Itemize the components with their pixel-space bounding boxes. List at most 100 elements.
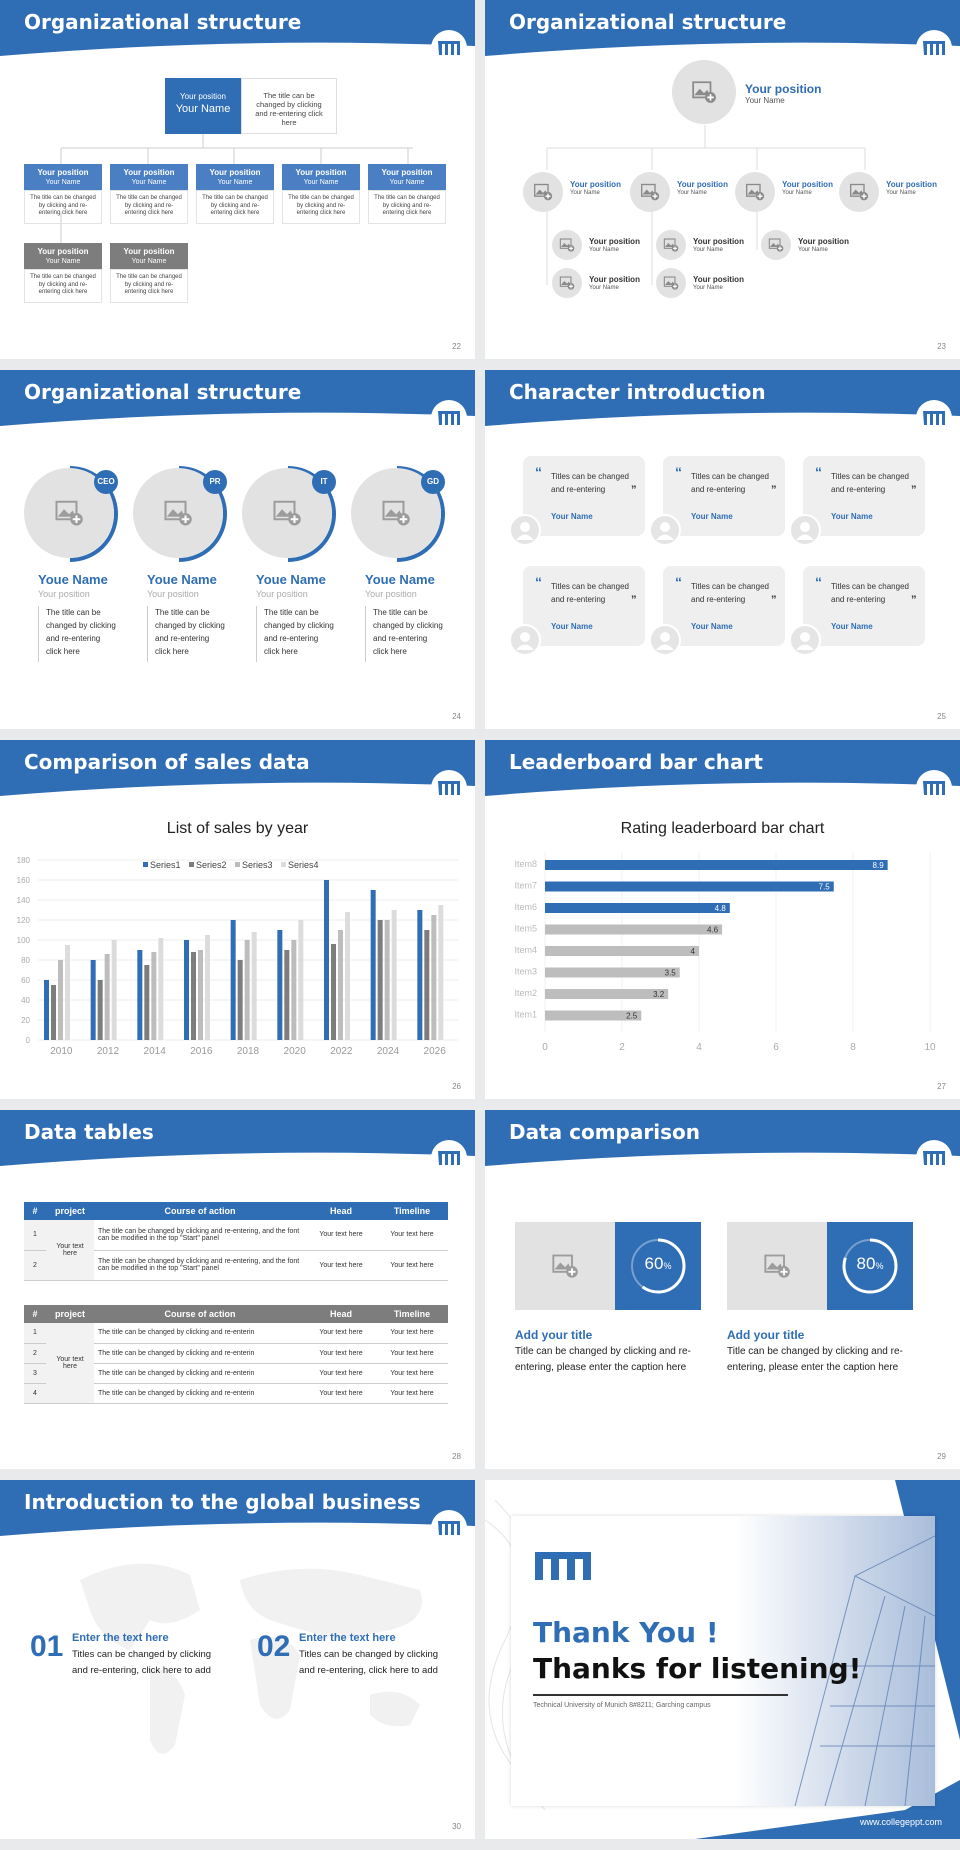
org-position-box[interactable]: Your position Your Name: [110, 164, 188, 190]
legend-label: Series4: [288, 860, 319, 870]
avatar[interactable]: [523, 172, 563, 212]
slide-title: Character introduction: [509, 380, 766, 404]
name-text: Your Name: [175, 103, 231, 115]
quote-card[interactable]: [663, 456, 785, 536]
slide-31[interactable]: Thank You ! Thanks for listening! Techni…: [485, 1480, 960, 1839]
quote-close-icon: ”: [911, 484, 917, 496]
quote-open-icon: “: [815, 464, 822, 480]
column-header[interactable]: #: [24, 1305, 46, 1323]
slide-title: Data comparison: [509, 1120, 700, 1144]
org-position-box[interactable]: Your position Your Name: [368, 164, 446, 190]
org-connector-lines: [60, 134, 413, 244]
org-position-box[interactable]: Your position Your Name: [24, 243, 102, 269]
slide-29[interactable]: Data comparison 60% Add your title Title c…: [485, 1110, 960, 1469]
quote-card[interactable]: [523, 566, 645, 646]
column-header[interactable]: Head: [306, 1305, 376, 1323]
user-avatar-icon: [789, 624, 821, 656]
column-header[interactable]: Course of action: [94, 1305, 306, 1323]
slide-25[interactable]: Character introduction “ Titles can be ch…: [485, 370, 960, 729]
slide-28[interactable]: Data tables # project Course of action Head…: [0, 1110, 475, 1469]
leaderboard-bar-chart: 0 2 4 6 8 10 Item8 8.9 Item7 7.5 Item6 4.8 Item5 4.6 I…: [514, 852, 936, 1053]
table-row[interactable]: 3 The title can be changed by clicking an…: [24, 1363, 448, 1384]
table-row[interactable]: 1 Your text here The title can be changed …: [24, 1220, 448, 1281]
bar: [324, 880, 329, 1040]
slide-22[interactable]: Organizational structure Your position Y…: [0, 0, 475, 359]
column-header[interactable]: Timeline: [376, 1202, 448, 1220]
percent-panel: 80%: [827, 1222, 913, 1310]
name-text: Your Name: [677, 190, 707, 196]
avatar[interactable]: [735, 172, 775, 212]
head-cell: Your text here: [306, 1220, 376, 1251]
image-placeholder[interactable]: [727, 1222, 827, 1310]
avatar[interactable]: [672, 60, 736, 124]
table-row[interactable]: 2 The title can be changed by clicking an…: [24, 1343, 448, 1364]
quote-card[interactable]: [663, 566, 785, 646]
column-header[interactable]: #: [24, 1202, 46, 1220]
avatar[interactable]: [552, 230, 582, 260]
legend-label: Series3: [242, 860, 273, 870]
image-placeholder-icon: [164, 500, 192, 526]
table-row[interactable]: 4 The title can be changed by clicking an…: [24, 1383, 448, 1404]
bar: [438, 905, 444, 1040]
quote-text: Titles can be changed and re-entering: [831, 472, 909, 494]
org-position-box[interactable]: Your position Your Name: [282, 164, 360, 190]
y-tick-label: Item4: [514, 945, 537, 955]
table-row[interactable]: 1 Your text here The title can be changed …: [24, 1323, 448, 1404]
image-placeholder-icon: [663, 276, 679, 290]
column-header[interactable]: project: [46, 1305, 94, 1323]
bar: [298, 920, 304, 1040]
quote-close-icon: ”: [771, 594, 777, 606]
quote-card[interactable]: [803, 566, 925, 646]
x-tick-label: 2018: [237, 1046, 260, 1057]
avatar[interactable]: [630, 172, 670, 212]
quote-card[interactable]: [523, 456, 645, 536]
timeline-cell: Your text here: [376, 1220, 448, 1251]
slide-title: Leaderboard bar chart: [509, 750, 763, 774]
slide-27[interactable]: Leaderboard bar chart Rating leaderboard…: [485, 740, 960, 1099]
org-position-box[interactable]: Your position Your Name: [24, 164, 102, 190]
column-header[interactable]: Head: [306, 1202, 376, 1220]
page-number: 27: [937, 1082, 946, 1091]
quote-text: Titles can be changed and re-entering: [691, 582, 769, 604]
slide-23[interactable]: Organizational structure Your position Yo…: [485, 0, 960, 359]
image-placeholder[interactable]: [515, 1222, 615, 1310]
org-top-box[interactable]: Your position Your Name: [165, 78, 241, 134]
avatar[interactable]: [761, 230, 791, 260]
column-header[interactable]: project: [46, 1202, 94, 1220]
bar: [144, 965, 150, 1040]
name-text: Your Name: [131, 179, 167, 186]
avatar[interactable]: [552, 268, 582, 298]
world-map-background: [80, 1563, 422, 1754]
avatar[interactable]: [656, 268, 686, 298]
percent-number: 80: [856, 1254, 876, 1273]
column-header[interactable]: Course of action: [94, 1202, 306, 1220]
slide-30[interactable]: Introduction to the global business 01 En…: [0, 1480, 475, 1839]
bar: [284, 950, 290, 1040]
role-badge: PR: [203, 470, 227, 494]
item-number: 02: [257, 1630, 291, 1663]
org-position-box[interactable]: Your position Your Name: [196, 164, 274, 190]
org-position-box[interactable]: Your position Your Name: [110, 243, 188, 269]
name-text: Youe Name: [365, 572, 435, 587]
bar-value-label: 3.2: [653, 990, 665, 999]
y-tick-label: Item8: [514, 859, 537, 869]
slide-26[interactable]: Comparison of sales data List of sales b…: [0, 740, 475, 1099]
page-number: 23: [937, 342, 946, 351]
avatar[interactable]: [839, 172, 879, 212]
avatar[interactable]: [656, 230, 686, 260]
page-number: 24: [452, 712, 461, 721]
image-placeholder-icon: [663, 238, 679, 252]
image-placeholder-icon: [764, 1254, 790, 1278]
table-row[interactable]: 2 The title can be changed by clicking an…: [24, 1250, 448, 1281]
quote-close-icon: ”: [631, 484, 637, 496]
quote-card[interactable]: [803, 456, 925, 536]
column-header[interactable]: Timeline: [376, 1305, 448, 1323]
x-tick-label: 2014: [144, 1046, 167, 1057]
legend-swatch: [235, 862, 240, 867]
name-text: Your Name: [745, 96, 785, 105]
page-number: 29: [937, 1452, 946, 1461]
page-number: 30: [452, 1822, 461, 1831]
slide-24[interactable]: Organizational structure CEO Youe Name You…: [0, 370, 475, 729]
website-url[interactable]: www.collegeppt.com: [859, 1817, 942, 1827]
position-text: Your position: [37, 247, 89, 256]
